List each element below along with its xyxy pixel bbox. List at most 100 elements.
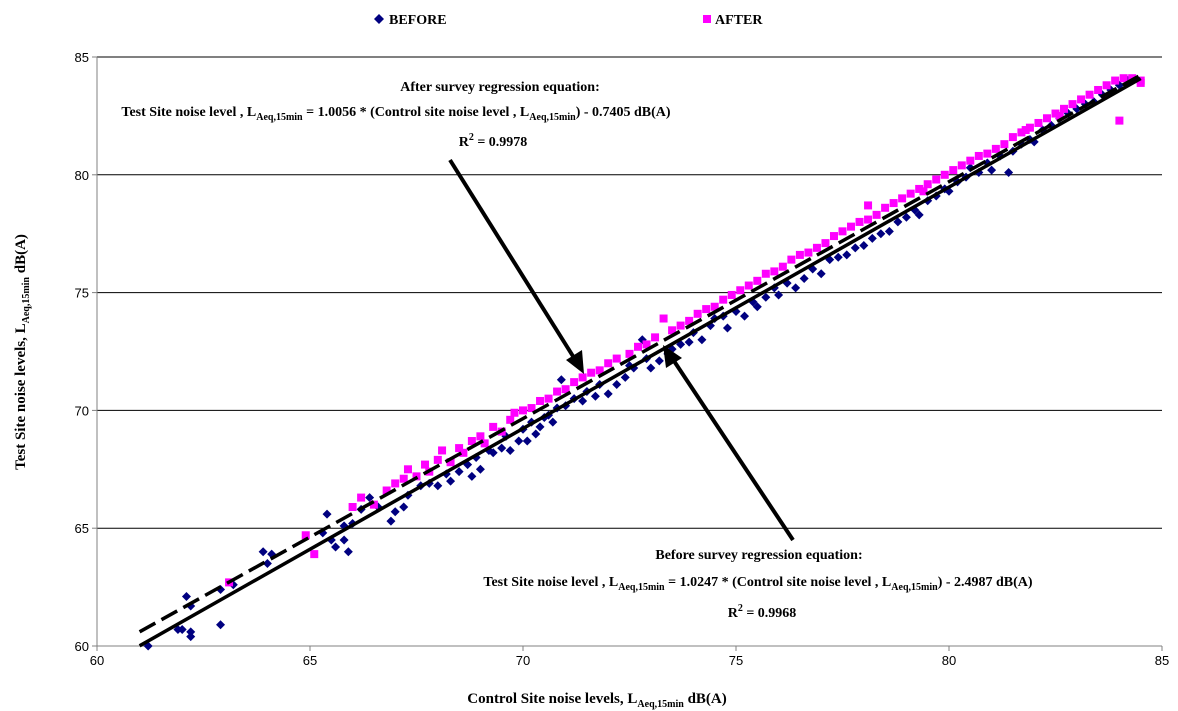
point-after <box>668 326 677 335</box>
point-before <box>987 165 997 175</box>
point-after <box>476 432 485 441</box>
point-before <box>722 323 732 333</box>
point-after <box>578 373 587 382</box>
point-before <box>522 436 532 446</box>
before-r2-sup: 2 <box>738 603 743 614</box>
point-after <box>519 406 527 415</box>
legend-marker-before <box>374 14 384 24</box>
after-r2: R2 = 0.9978 <box>459 132 528 150</box>
point-before <box>433 481 443 491</box>
point-after <box>898 194 907 203</box>
point-after <box>595 366 604 375</box>
point-after <box>459 448 468 457</box>
point-after <box>855 217 864 226</box>
point-before <box>590 391 600 401</box>
legend-marker-after <box>703 15 711 23</box>
point-before <box>505 445 515 455</box>
x-tick-label: 85 <box>1155 653 1169 668</box>
point-before <box>535 422 545 432</box>
point-before <box>339 535 349 545</box>
point-before <box>774 290 784 300</box>
point-after <box>1094 85 1103 94</box>
point-after <box>889 199 898 208</box>
trendline-before <box>138 76 1142 648</box>
after-r2-sup: 2 <box>469 132 474 143</box>
point-after <box>1025 123 1034 132</box>
point-before <box>467 471 477 481</box>
point-after <box>932 175 941 184</box>
point-before <box>893 217 903 227</box>
arrow-after-head <box>566 350 584 374</box>
point-before <box>654 356 664 366</box>
point-before <box>488 448 498 458</box>
point-after <box>1021 126 1030 135</box>
plot-area: 60 65 70 75 80 85 60 65 70 75 80 85 <box>75 50 1170 668</box>
point-before <box>1004 167 1014 177</box>
after-eq-part-b: = 1.0056 * (Control site noise level , L <box>303 105 530 120</box>
point-before <box>876 229 886 239</box>
point-after <box>446 458 455 467</box>
point-after <box>403 465 412 474</box>
point-before <box>620 372 630 382</box>
x-tick-label: 70 <box>516 653 530 668</box>
point-after <box>778 262 787 271</box>
point-after <box>829 232 838 241</box>
point-after <box>685 316 694 325</box>
point-after <box>974 151 983 160</box>
point-after <box>770 267 779 276</box>
point-after <box>651 333 660 342</box>
point-before <box>186 632 196 642</box>
point-after <box>966 156 975 165</box>
point-after <box>1068 100 1077 109</box>
point-after <box>489 422 498 431</box>
point-before <box>791 283 801 293</box>
after-r2-a: R <box>459 135 470 150</box>
point-after <box>536 396 545 405</box>
after-eq-sub-2: Aeq,15min <box>529 112 576 123</box>
point-after <box>587 368 596 377</box>
point-before <box>816 269 826 279</box>
point-after <box>1042 114 1051 123</box>
y-tick-label: 60 <box>75 639 89 654</box>
point-after <box>940 170 949 179</box>
x-axis-ticks: 60 65 70 75 80 85 <box>90 646 1169 668</box>
point-after <box>625 349 634 358</box>
point-before <box>761 292 771 302</box>
y-tick-label: 65 <box>75 521 89 536</box>
point-after <box>693 309 702 318</box>
y-tick-label: 70 <box>75 403 89 418</box>
point-before <box>475 464 485 474</box>
y-axis-title-tail: dB(A) <box>13 234 29 277</box>
trendline-after <box>138 73 1142 634</box>
annotation-arrows <box>448 158 795 542</box>
arrow-before-head <box>663 345 682 368</box>
point-after <box>906 189 915 198</box>
point-after <box>1000 140 1009 149</box>
point-after <box>1051 109 1060 118</box>
x-tick-label: 60 <box>90 653 104 668</box>
point-before <box>365 493 375 503</box>
before-eq-part-a: Test Site noise level , L <box>483 575 618 590</box>
point-before <box>914 210 924 220</box>
point-before <box>446 476 456 486</box>
point-before <box>386 516 396 526</box>
point-before <box>258 547 268 557</box>
trendlines <box>138 73 1142 648</box>
point-after <box>1060 104 1069 113</box>
y-axis-ticks: 60 65 70 75 80 85 <box>75 50 97 654</box>
point-after <box>570 378 579 387</box>
point-after <box>761 269 770 278</box>
x-tick-label: 80 <box>942 653 956 668</box>
point-after <box>957 161 966 170</box>
point-after <box>369 500 378 509</box>
point-before <box>901 212 911 222</box>
point-before <box>262 559 272 569</box>
after-r2-b: = 0.9978 <box>474 135 527 150</box>
arrow-after-shaft <box>448 158 578 363</box>
point-after <box>727 290 736 299</box>
before-r2: R2 = 0.9968 <box>728 603 797 621</box>
before-eq-sub-1: Aeq,15min <box>618 582 665 593</box>
x-axis-title-sub: Aeq,15min <box>637 699 684 710</box>
point-after <box>480 439 489 448</box>
point-after <box>1102 81 1111 90</box>
